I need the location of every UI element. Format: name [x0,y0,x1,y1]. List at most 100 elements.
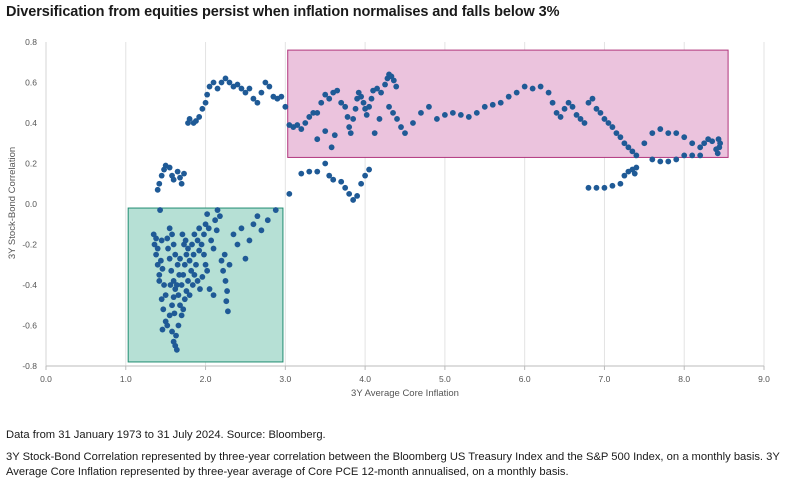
scatter-point [162,292,169,299]
x-tick-label: 2.0 [200,374,212,384]
scatter-point [250,95,257,102]
scatter-point [258,89,265,96]
scatter-chart: 0.0 1.0 2.0 3.0 4.0 5.0 6.0 7.0 8.0 9.0 -0.8 -0.6 -0… [7,37,770,399]
scatter-point [174,261,181,268]
scatter-point [254,99,261,106]
scatter-point [529,85,536,92]
scatter-point [168,267,175,274]
scatter-point [214,207,221,213]
scatter-point [426,103,432,110]
scatter-point [366,103,372,110]
scatter-point [166,164,173,171]
x-axis-label: 3Y Average Core Inflation [351,388,459,399]
scatter-point [189,241,195,248]
scatter-point [223,298,230,305]
scatter-point [605,120,612,126]
scatter-point [173,346,180,353]
scatter-point [282,103,289,110]
scatter-point [199,105,206,112]
chart-notes: Data from 31 January 1973 to 31 July 202… [6,428,784,486]
scatter-point [589,95,596,102]
scatter-point [156,180,163,187]
scatter-point [177,255,183,262]
scatter-point [238,225,245,232]
scatter-point [398,124,404,130]
scatter-point [434,116,440,122]
scatter-point [715,136,722,143]
scatter-point [549,99,556,106]
scatter-point [177,174,183,181]
scatter-point [170,278,177,284]
scatter-point [298,126,305,132]
scatter-point [697,152,704,159]
scatter-point [161,282,167,288]
scatter-point [242,255,249,262]
scatter-point [217,213,223,220]
x-tick-label: 3.0 [279,374,291,384]
scatter-point [697,144,704,151]
scatter-point [224,288,230,294]
scatter-point [354,193,361,199]
scatter-point [513,89,520,96]
scatter-point [633,152,640,159]
scatter-point [170,338,177,345]
scatter-point [334,87,341,94]
scatter-point [629,148,636,155]
scatter-point [314,136,321,143]
scatter-point [306,114,313,120]
scatter-point [169,231,175,238]
scatter-point [641,140,648,147]
scatter-point [310,109,317,116]
scatter-point [173,332,179,339]
scatter-point [212,217,219,224]
scatter-point [342,184,349,191]
scatter-point [202,261,209,268]
scatter-point [185,278,191,284]
scatter-point [242,89,249,96]
scatter-point [204,211,211,218]
scatter-point [159,265,166,272]
scatter-point [714,150,721,157]
scatter-point [633,164,640,171]
x-tick-label: 8.0 [678,374,690,384]
scatter-point [581,120,588,126]
scatter-point [346,124,353,130]
scatter-point [226,79,233,86]
scatter-point [521,83,528,90]
scatter-point [371,130,378,137]
scatter-point [561,105,568,112]
scatter-point [201,251,207,258]
scatter-point [665,130,672,137]
x-tick-label: 1.0 [120,374,132,384]
scatter-point [159,326,166,333]
scatter-point [165,245,171,252]
scatter-point [657,126,664,132]
scatter-point [362,172,369,179]
scatter-point [158,237,165,244]
scatter-point [193,261,199,268]
scatter-point [673,156,680,163]
scatter-point [153,251,159,258]
scatter-point [180,306,187,313]
y-tick-label: 0.6 [25,78,37,88]
scatter-point [238,85,245,92]
scatter-point [158,172,165,179]
scatter-point [166,225,173,232]
scatter-point [350,197,357,203]
pink-highlight-box [287,49,729,158]
y-tick-label: 0.8 [25,37,37,47]
scatter-point [393,83,400,90]
scatter-point [621,140,628,147]
scatter-point [481,103,488,110]
scatter-point [181,261,188,268]
scatter-point [338,178,345,185]
source-note: Data from 31 January 1973 to 31 July 202… [6,429,326,441]
scatter-point [701,140,708,147]
scatter-point [378,89,384,96]
scatter-point [569,103,576,110]
scatter-point [224,308,231,315]
scatter-point [326,95,333,102]
scatter-point [175,292,182,299]
scatter-point [183,251,190,258]
scatter-point [358,93,365,100]
